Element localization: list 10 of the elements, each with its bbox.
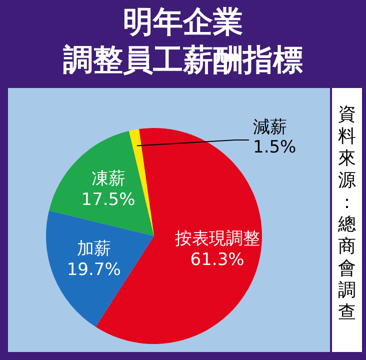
slice-label: 減薪 bbox=[253, 117, 287, 138]
slice-label: 加薪 bbox=[76, 239, 111, 260]
data-label: 1.5% bbox=[253, 137, 296, 158]
slice-label: 按表現調整 bbox=[174, 228, 260, 249]
data-label: 61.3% bbox=[190, 250, 244, 270]
data-label: 19.7% bbox=[66, 260, 121, 280]
chart-title: 明年企業調整員工薪酬指標 bbox=[62, 4, 304, 80]
slice-label: 凍薪 bbox=[91, 169, 126, 190]
text: 資料來源：總商會調查 bbox=[338, 104, 356, 323]
data-label: 17.5% bbox=[81, 190, 136, 210]
